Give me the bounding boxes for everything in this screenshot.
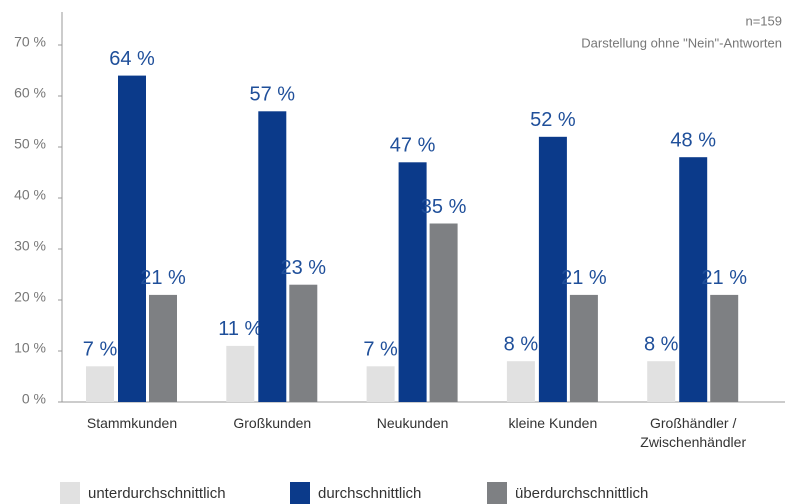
value-label: 11 % xyxy=(218,318,262,340)
value-label: 47 % xyxy=(390,135,436,157)
value-label: 8 % xyxy=(644,333,679,355)
bar xyxy=(569,294,598,402)
value-label: 21 % xyxy=(701,267,747,289)
annotation: n=159 xyxy=(745,13,782,28)
legend-label: unterdurchschnittlich xyxy=(88,485,226,502)
bar xyxy=(398,162,427,402)
bar xyxy=(679,157,708,402)
y-tick-label: 50 % xyxy=(14,136,46,152)
legend-label: durchschnittlich xyxy=(318,485,421,502)
y-tick-label: 0 % xyxy=(22,391,46,407)
x-tick-label: Großhändler / Zwischenhändler xyxy=(640,415,747,450)
legend-swatch xyxy=(487,482,507,504)
bar xyxy=(149,294,177,402)
y-tick-label: 20 % xyxy=(14,289,46,305)
x-tick-label: Stammkunden xyxy=(86,415,178,431)
x-tick-label: kleine Kunden xyxy=(508,415,598,431)
bar xyxy=(86,366,114,402)
bar xyxy=(429,223,458,402)
legend-label: überdurchschnittlich xyxy=(515,485,648,502)
value-label: 48 % xyxy=(670,129,716,151)
value-label: 21 % xyxy=(140,267,186,289)
bar xyxy=(538,136,567,403)
value-label: 52 % xyxy=(530,109,576,131)
annotation: Darstellung ohne "Nein"-Antworten xyxy=(581,35,782,50)
x-tick-label: Großkunden xyxy=(233,415,312,431)
value-label: 7 % xyxy=(83,339,118,361)
bar xyxy=(506,361,535,402)
bar xyxy=(710,294,739,402)
y-tick-label: 60 % xyxy=(14,85,46,101)
x-tick-label: Neukunden xyxy=(376,415,449,431)
bar xyxy=(289,284,318,402)
value-label: 7 % xyxy=(363,339,398,361)
legend-swatch xyxy=(60,482,80,504)
legend-swatch xyxy=(290,482,310,504)
bar xyxy=(118,75,146,402)
bar xyxy=(647,361,676,402)
value-label: 23 % xyxy=(281,257,327,279)
bar xyxy=(366,366,395,402)
bar xyxy=(258,111,287,403)
y-tick-label: 10 % xyxy=(14,340,46,356)
y-tick-label: 30 % xyxy=(14,238,46,254)
value-label: 57 % xyxy=(250,84,296,106)
value-label: 64 % xyxy=(109,48,155,70)
y-tick-label: 70 % xyxy=(14,34,46,50)
value-label: 8 % xyxy=(504,333,539,355)
bar xyxy=(226,345,255,402)
value-label: 35 % xyxy=(421,196,467,218)
y-tick-label: 40 % xyxy=(14,187,46,203)
value-label: 21 % xyxy=(561,267,607,289)
